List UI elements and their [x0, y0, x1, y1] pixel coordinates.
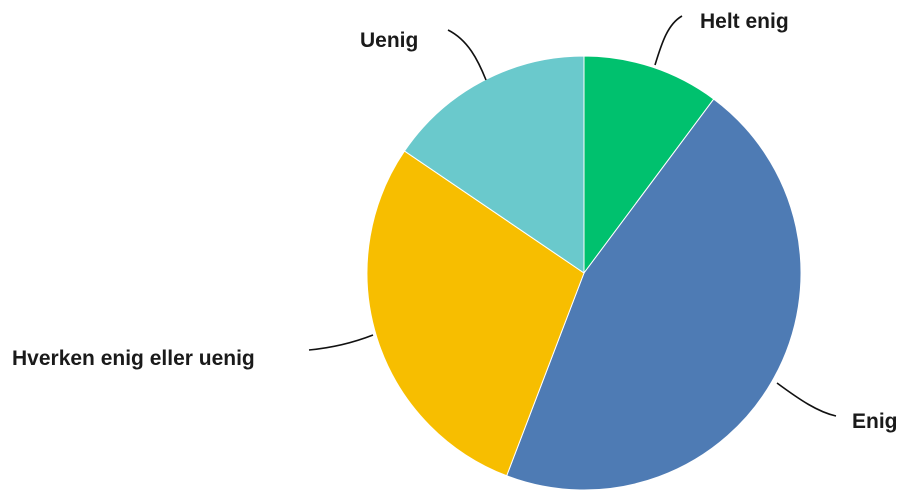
pie-slices: [366, 55, 802, 491]
slice-label-enig: Enig: [852, 410, 898, 433]
leader-line-uenig: [447, 29, 487, 81]
slice-label-hverken: Hverken enig eller uenig: [12, 347, 255, 370]
pie-slice-helt-enig: [583, 55, 715, 275]
slice-label-helt-enig: Helt enig: [700, 10, 789, 33]
pie-slice-uenig: [403, 55, 585, 274]
slice-label-uenig: Uenig: [360, 29, 418, 52]
pie-slice-hverken-enig-eller-uenig: [366, 150, 585, 477]
leader-line-enig: [776, 382, 837, 417]
leader-line-hverken: [308, 334, 374, 351]
pie-slice-enig: [506, 98, 802, 491]
leader-line-helt-enig: [654, 15, 683, 66]
